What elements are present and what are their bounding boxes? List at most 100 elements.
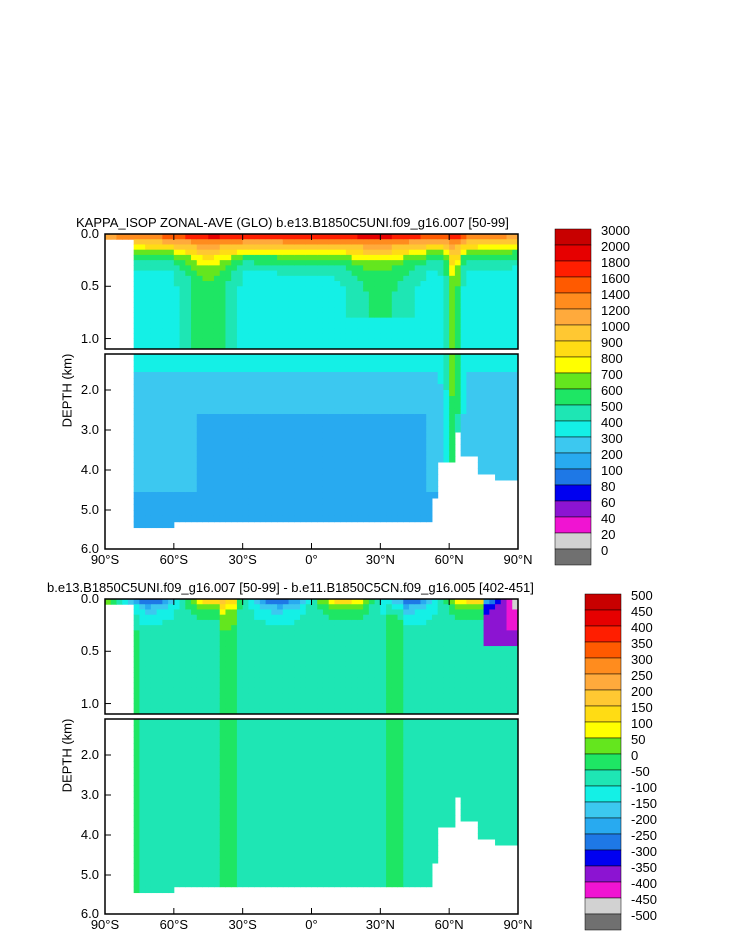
field-cell — [150, 677, 158, 684]
field-cell — [191, 338, 198, 345]
field-cell — [139, 656, 146, 663]
field-cell — [380, 265, 387, 272]
field-cell — [219, 857, 226, 864]
field-cell — [248, 281, 255, 287]
field-cell — [213, 333, 221, 340]
field-cell — [173, 851, 181, 858]
field-cell — [156, 875, 163, 882]
field-cell — [380, 515, 387, 523]
field-cell — [311, 420, 318, 427]
field-cell — [168, 384, 175, 391]
field-cell — [196, 619, 204, 626]
field-cell — [449, 354, 456, 361]
field-cell — [179, 725, 186, 732]
field-cell — [282, 420, 290, 427]
field-cell — [506, 291, 513, 298]
field-cell — [305, 719, 312, 726]
field-cell — [340, 254, 347, 261]
field-cell — [145, 625, 152, 631]
field-cell — [213, 682, 221, 689]
field-cell — [133, 322, 140, 329]
field-cell — [294, 809, 301, 816]
field-cell — [191, 402, 198, 409]
field-cell — [156, 880, 163, 888]
field-cell — [414, 281, 421, 287]
field-cell — [173, 599, 181, 605]
field-cell — [202, 737, 209, 744]
field-cell — [254, 408, 261, 415]
field-cell — [139, 731, 146, 738]
field-cell — [351, 254, 358, 261]
field-cell — [185, 384, 192, 391]
field-cell — [409, 281, 416, 287]
field-cell — [179, 785, 186, 792]
field-cell — [139, 328, 146, 334]
field-cell — [414, 275, 421, 282]
field-cell — [277, 857, 284, 864]
field-cell — [271, 480, 278, 487]
field-cell — [282, 833, 290, 840]
field-cell — [397, 366, 404, 373]
field-cell — [196, 773, 204, 780]
field-cell — [231, 270, 238, 277]
field-cell — [512, 312, 519, 319]
field-cell — [254, 609, 261, 616]
field-cell — [311, 510, 318, 517]
field-cell — [351, 265, 358, 272]
field-cell — [208, 773, 215, 780]
field-cell — [162, 462, 169, 469]
field-cell — [213, 338, 221, 345]
field-cell — [500, 333, 508, 340]
field-cell — [512, 260, 519, 266]
field-cell — [288, 672, 295, 678]
field-cell — [322, 646, 330, 652]
field-cell — [472, 249, 479, 256]
field-cell — [311, 863, 318, 870]
field-cell — [145, 521, 152, 529]
field-cell — [265, 827, 272, 834]
field-cell — [254, 725, 261, 732]
field-cell — [271, 360, 278, 367]
field-cell — [282, 703, 290, 710]
field-cell — [420, 378, 427, 385]
field-cell — [225, 296, 232, 303]
field-cell — [506, 384, 513, 391]
field-cell — [133, 390, 140, 397]
field-cell — [409, 307, 416, 313]
field-cell — [351, 462, 358, 469]
field-cell — [460, 378, 467, 385]
field-cell — [196, 797, 204, 804]
field-cell — [380, 322, 387, 329]
field-cell — [173, 687, 181, 694]
field-cell — [397, 317, 404, 324]
field-cell — [374, 438, 381, 445]
field-cell — [191, 646, 198, 652]
field-cell — [374, 486, 381, 493]
field-cell — [168, 486, 175, 493]
field-cell — [437, 354, 444, 361]
field-cell — [213, 515, 221, 523]
field-cell — [397, 498, 404, 505]
field-cell — [196, 656, 204, 663]
field-cell — [409, 234, 416, 240]
field-cell — [213, 486, 221, 493]
field-cell — [277, 480, 284, 487]
field-cell — [242, 260, 249, 266]
field-cell — [208, 414, 215, 421]
field-cell — [202, 402, 209, 409]
field-cell — [334, 474, 341, 481]
field-cell — [340, 384, 347, 391]
field-cell — [150, 396, 158, 403]
field-cell — [368, 333, 376, 340]
field-cell — [317, 328, 324, 334]
field-cell — [317, 254, 324, 261]
field-cell — [420, 498, 427, 505]
field-cell — [156, 656, 163, 663]
field-cell — [500, 254, 508, 261]
field-cell — [288, 869, 295, 876]
field-cell — [489, 354, 496, 361]
field-cell — [173, 857, 181, 864]
field-cell — [414, 450, 421, 457]
field-cell — [397, 296, 404, 303]
field-cell — [317, 640, 324, 647]
